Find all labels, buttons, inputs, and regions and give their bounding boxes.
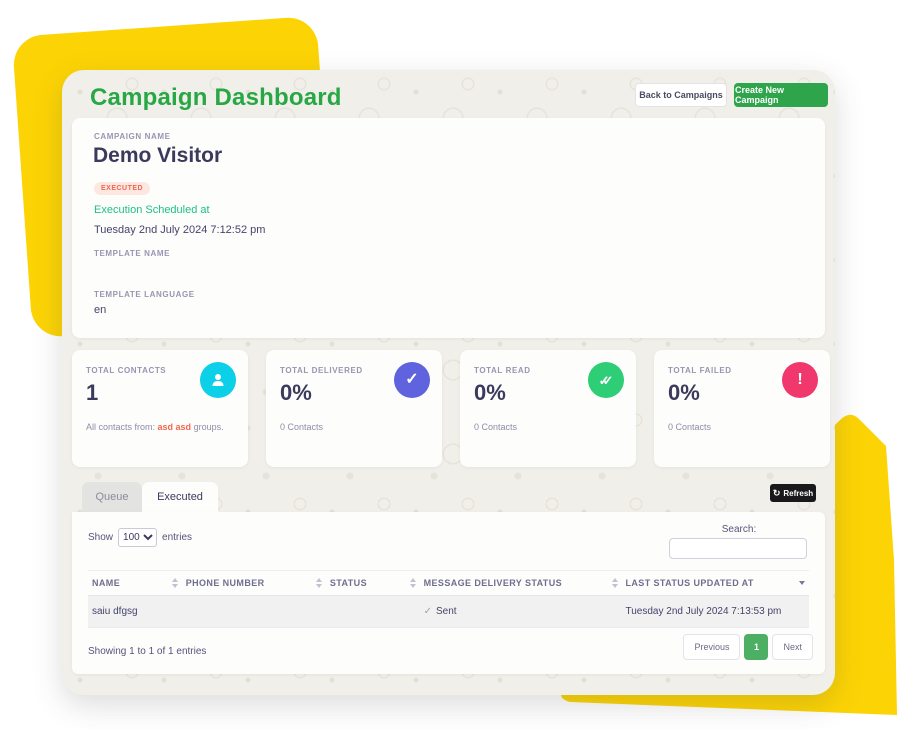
stat-label: TOTAL DELIVERED	[280, 366, 363, 375]
table-header-row: NAME PHONE NUMBER STATUS MESSAGE DELIVER…	[88, 570, 809, 596]
entries-label: entries	[162, 532, 193, 543]
table-row[interactable]: saiu dfgsg ✓ Sent Tuesday 2nd July 2024 7…	[88, 595, 809, 628]
user-icon	[200, 362, 236, 398]
check-icon: ✓	[394, 362, 430, 398]
execution-scheduled-label: Execution Scheduled at	[94, 204, 210, 216]
template-name-label: TEMPLATE NAME	[94, 249, 171, 258]
entries-summary: Showing 1 to 1 of 1 entries	[88, 646, 207, 657]
template-language-label: TEMPLATE LANGUAGE	[94, 290, 195, 299]
cell-last-status-updated: Tuesday 2nd July 2024 7:13:53 pm	[621, 595, 809, 628]
cell-status	[325, 595, 420, 628]
column-header-name[interactable]: NAME	[88, 570, 182, 596]
stat-label: TOTAL CONTACTS	[86, 366, 167, 375]
page-title: Campaign Dashboard	[90, 84, 342, 111]
stat-label: TOTAL FAILED	[668, 366, 732, 375]
stat-card-total-failed: TOTAL FAILED 0% ! 0 Contacts	[654, 350, 830, 467]
search-label: Search:	[721, 524, 757, 535]
cell-phone-number	[181, 595, 326, 628]
refresh-icon: ↻	[772, 487, 781, 498]
double-check-glyph: ✓✓	[598, 372, 614, 388]
stat-subtext: 0 Contacts	[474, 422, 518, 432]
stat-subtext-prefix: All contacts from:	[86, 422, 158, 432]
next-page-button[interactable]: Next	[772, 634, 813, 660]
status-badge: EXECUTED	[94, 182, 151, 195]
cell-delivery-status: ✓ Sent	[419, 595, 622, 628]
stat-subtext: All contacts from: asd asd groups.	[86, 422, 236, 434]
stat-subtext-suffix: groups.	[191, 422, 224, 432]
search-control: Search:	[669, 524, 809, 559]
column-header-status[interactable]: STATUS	[325, 570, 420, 596]
stat-subtext-groups: asd asd	[157, 422, 192, 432]
back-to-campaigns-button[interactable]: Back to Campaigns	[635, 83, 727, 107]
page-number-button[interactable]: 1	[744, 634, 769, 660]
column-header-message-delivery-status[interactable]: MESSAGE DELIVERY STATUS	[419, 570, 622, 596]
campaign-name-value: Demo Visitor	[93, 144, 223, 167]
stat-subtext: 0 Contacts	[280, 422, 324, 432]
campaign-name-label: CAMPAIGN NAME	[94, 132, 171, 141]
sent-check-icon: ✓	[423, 606, 433, 617]
previous-page-button[interactable]: Previous	[683, 634, 741, 660]
delivery-status-text: Sent	[436, 606, 457, 617]
stat-value: 0%	[668, 380, 700, 405]
column-header-phone-number[interactable]: PHONE NUMBER	[181, 570, 326, 596]
column-header-last-status-updated-at[interactable]: LAST STATUS UPDATED AT	[621, 570, 809, 596]
template-language-value: en	[94, 304, 107, 316]
search-input[interactable]	[669, 538, 807, 559]
stat-card-total-read: TOTAL READ 0% ✓✓ 0 Contacts	[460, 350, 636, 467]
pagination: Previous 1 Next	[683, 634, 813, 660]
refresh-label: Refresh	[783, 488, 814, 498]
double-check-icon: ✓✓	[588, 362, 624, 398]
cell-name: saiu dfgsg	[88, 595, 182, 628]
tab-queue[interactable]: Queue	[82, 482, 142, 512]
show-label: Show	[88, 532, 114, 543]
sort-icon	[171, 578, 178, 588]
stat-label: TOTAL READ	[474, 366, 531, 375]
stat-value: 0%	[280, 380, 312, 405]
execution-scheduled-time: Tuesday 2nd July 2024 7:12:52 pm	[94, 224, 266, 236]
stat-value: 1	[86, 380, 99, 405]
show-entries-control: Show 100 entries	[88, 528, 192, 547]
check-glyph: ✓	[405, 371, 419, 388]
sort-icon	[409, 578, 416, 588]
create-new-campaign-button[interactable]: Create New Campaign	[734, 83, 828, 107]
sort-icon	[611, 578, 618, 588]
stat-card-total-delivered: TOTAL DELIVERED 0% ✓ 0 Contacts	[266, 350, 442, 467]
entries-per-page-select[interactable]: 100	[118, 528, 158, 547]
campaign-info-panel: CAMPAIGN NAME Demo Visitor EXECUTED Exec…	[72, 118, 825, 338]
tab-executed[interactable]: Executed	[142, 482, 218, 512]
stat-subtext: 0 Contacts	[668, 422, 712, 432]
exclamation-icon: !	[782, 362, 818, 398]
stat-card-total-contacts: TOTAL CONTACTS 1 All contacts from: asd …	[72, 350, 248, 467]
exclamation-glyph: !	[797, 371, 803, 388]
stat-value: 0%	[474, 380, 506, 405]
dashboard-card: Campaign Dashboard Back to Campaigns Cre…	[62, 70, 835, 695]
sort-icon	[799, 581, 805, 585]
sort-icon	[315, 578, 322, 588]
refresh-button[interactable]: ↻ Refresh	[770, 484, 816, 502]
executed-table-panel: Show 100 entries Search: NAME PHONE NUMB…	[72, 512, 825, 674]
campaign-messages-table: NAME PHONE NUMBER STATUS MESSAGE DELIVER…	[88, 570, 809, 628]
